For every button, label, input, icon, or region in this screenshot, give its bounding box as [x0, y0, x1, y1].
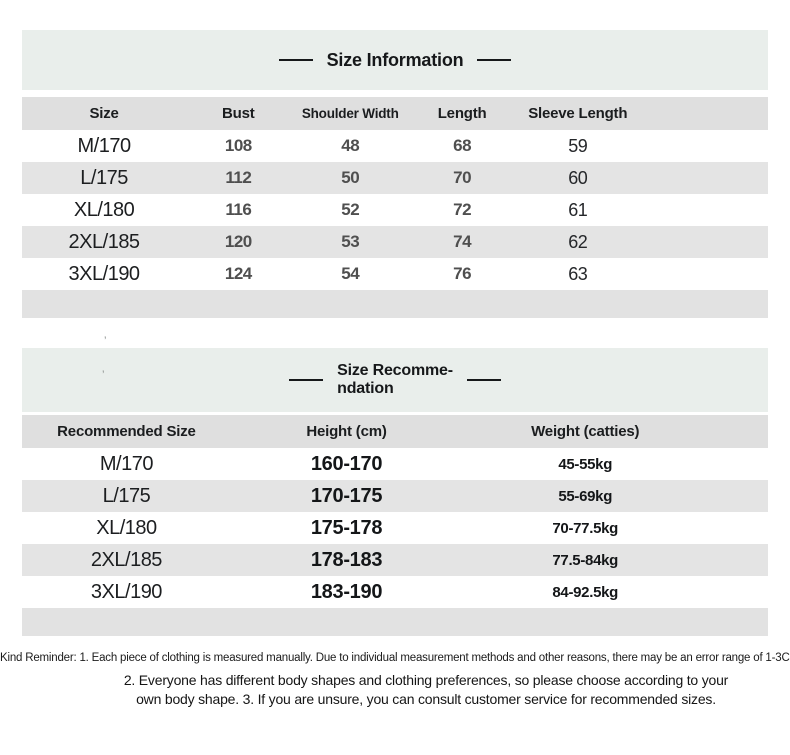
table-row: 3XL/190 124 54 76 63 — [22, 258, 768, 290]
title-dash-left-icon — [289, 379, 324, 381]
table-row: L/175 112 50 70 60 — [22, 162, 768, 194]
sleeve-cell: 63 — [568, 263, 588, 284]
column-header-sleeve-length: Sleeve Length — [528, 105, 628, 122]
bust-cell: 112 — [225, 168, 252, 187]
weight-cell: 55-69kg — [558, 487, 613, 505]
shoulder-cell: 50 — [341, 168, 360, 187]
size-information-table: Size Bust Shoulder Width Length Sleeve L… — [22, 97, 768, 318]
table-footer-strip — [22, 290, 768, 318]
sleeve-cell: 61 — [568, 199, 588, 220]
stray-mark: ’ — [104, 335, 107, 347]
length-cell: 70 — [453, 168, 472, 187]
length-cell: 74 — [453, 232, 472, 251]
recommendation-table-header-row: Recommended Size Height (cm) Weight (cat… — [22, 415, 768, 448]
shoulder-cell: 48 — [341, 136, 360, 155]
size-cell: 3XL/190 — [68, 262, 141, 285]
size-cell: L/175 — [102, 484, 151, 507]
weight-cell: 45-55kg — [558, 455, 613, 473]
table-row: M/170 160-170 45-55kg — [22, 448, 768, 480]
bust-cell: 108 — [224, 136, 252, 155]
sleeve-cell: 60 — [568, 167, 588, 188]
shoulder-cell: 54 — [341, 264, 360, 283]
table-row: XL/180 175-178 70-77.5kg — [22, 512, 768, 544]
size-cell: 2XL/185 — [68, 230, 141, 253]
sleeve-cell: 62 — [568, 231, 588, 252]
bust-cell: 124 — [224, 264, 252, 283]
size-cell: 3XL/190 — [90, 580, 163, 603]
column-header-spacer — [641, 97, 768, 130]
title-dash-left-icon — [278, 59, 313, 61]
title-dash-right-icon — [466, 379, 501, 381]
column-header-bust: Bust — [222, 105, 255, 122]
table-row: M/170 108 48 68 59 — [22, 130, 768, 162]
table-row: XL/180 116 52 72 61 — [22, 194, 768, 226]
size-cell: M/170 — [77, 134, 132, 157]
table-footer-strip — [22, 608, 768, 636]
table-row: L/175 170-175 55-69kg — [22, 480, 768, 512]
size-cell: XL/180 — [96, 516, 157, 539]
length-cell: 68 — [453, 136, 472, 155]
weight-cell: 77.5-84kg — [552, 551, 619, 569]
height-cell: 175-178 — [310, 516, 383, 539]
size-information-title: Size Information — [326, 49, 464, 70]
column-header-height: Height (cm) — [306, 423, 387, 440]
column-header-shoulder-width: Shoulder Width — [301, 106, 399, 121]
column-header-weight: Weight (catties) — [531, 423, 640, 440]
column-header-length: Length — [437, 105, 487, 122]
weight-cell: 84-92.5kg — [552, 583, 619, 601]
size-cell: M/170 — [99, 452, 154, 475]
length-cell: 76 — [453, 264, 472, 283]
body-shape-note-text: 2. Everyone has different body shapes an… — [123, 672, 729, 707]
table-row: 3XL/190 183-190 84-92.5kg — [22, 576, 768, 608]
height-cell: 183-190 — [310, 580, 383, 603]
size-recommendation-table: Recommended Size Height (cm) Weight (cat… — [22, 415, 768, 636]
size-chart-image: { "section1": { "title": "Size Informati… — [0, 30, 790, 755]
size-recommendation-title: Size Recomme- ndation — [337, 362, 453, 398]
size-cell: XL/180 — [73, 198, 135, 221]
height-cell: 160-170 — [310, 452, 383, 475]
title-dash-right-icon — [477, 59, 512, 61]
table-row: 2XL/185 120 53 74 62 — [22, 226, 768, 258]
kind-reminder-text: Kind Reminder: 1. Each piece of clothing… — [0, 652, 790, 664]
title-line-2: ndation — [337, 380, 394, 397]
column-header-recommended-size: Recommended Size — [57, 423, 196, 440]
length-cell: 72 — [453, 200, 472, 219]
size-information-panel: Size Information — [22, 30, 768, 90]
column-header-size: Size — [89, 105, 119, 122]
height-cell: 170-175 — [310, 484, 383, 507]
size-table-header-row: Size Bust Shoulder Width Length Sleeve L… — [22, 97, 768, 130]
height-cell: 178-183 — [310, 548, 383, 571]
size-cell: 2XL/185 — [90, 548, 163, 571]
stray-mark: ’ — [102, 369, 105, 381]
shoulder-cell: 53 — [341, 232, 360, 251]
size-cell: L/175 — [80, 166, 128, 189]
table-row: 2XL/185 178-183 77.5-84kg — [22, 544, 768, 576]
size-recommendation-panel: Size Recomme- ndation — [22, 348, 768, 412]
bust-cell: 120 — [224, 232, 252, 251]
weight-cell: 70-77.5kg — [552, 519, 619, 537]
column-header-spacer — [708, 415, 768, 448]
shoulder-cell: 52 — [341, 200, 360, 219]
title-line-1: Size Recomme- — [337, 362, 453, 379]
sleeve-cell: 59 — [568, 135, 588, 156]
bust-cell: 116 — [225, 200, 252, 219]
